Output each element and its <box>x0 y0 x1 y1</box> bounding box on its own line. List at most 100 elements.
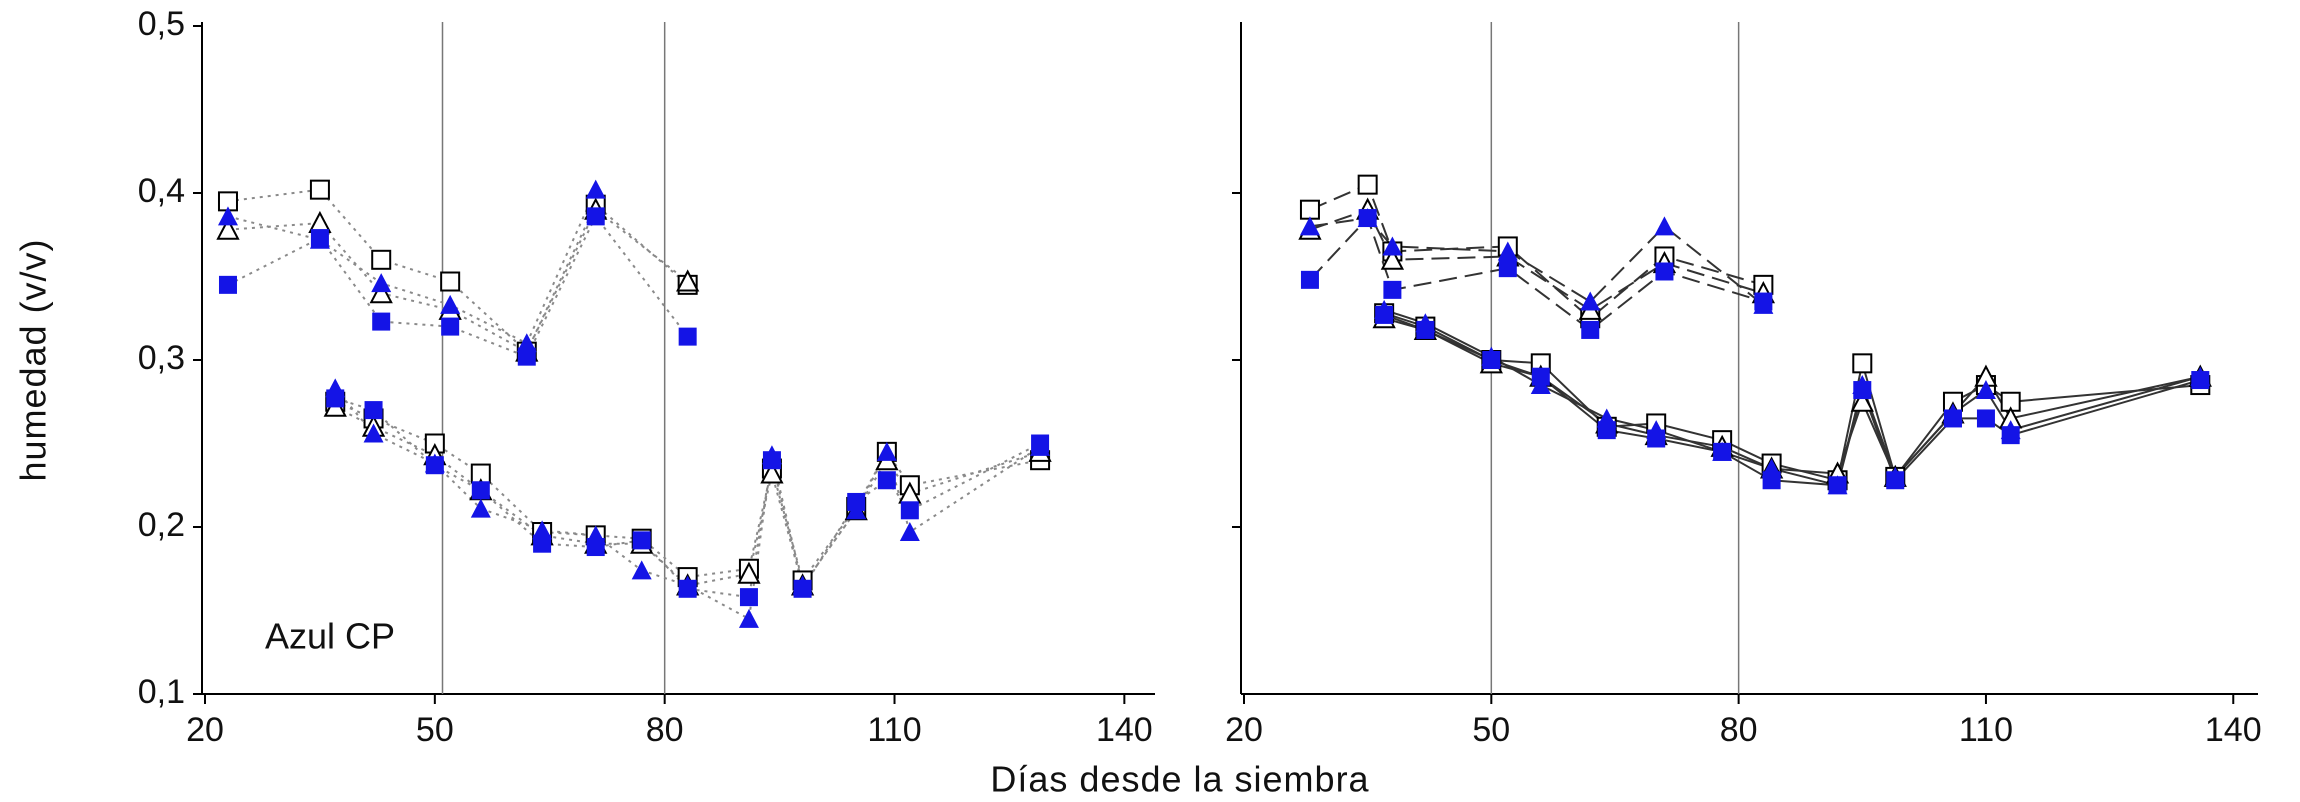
marker <box>1299 216 1320 236</box>
marker <box>1761 458 1782 478</box>
marker <box>1646 420 1667 440</box>
series-line <box>1383 317 2201 479</box>
marker <box>1357 208 1378 228</box>
marker <box>471 481 490 500</box>
marker <box>1383 280 1402 299</box>
marker <box>900 501 919 520</box>
series-line <box>334 405 1041 588</box>
series-line <box>334 400 1041 583</box>
marker <box>1581 320 1600 339</box>
marker <box>738 608 759 628</box>
y-axis-label: humedad (v/v) <box>13 238 54 481</box>
marker <box>1827 475 1848 495</box>
marker <box>1852 375 1873 395</box>
marker <box>761 445 782 465</box>
marker <box>739 588 758 607</box>
y-tick-label: 0,3 <box>138 339 185 377</box>
marker <box>737 561 761 584</box>
annotation: Azul CP <box>265 616 395 657</box>
marker <box>372 312 391 331</box>
marker <box>1300 270 1319 289</box>
marker <box>1380 247 1405 270</box>
marker <box>371 273 392 293</box>
marker <box>1357 174 1378 195</box>
x-tick-label: 20 <box>186 711 224 749</box>
marker <box>1712 441 1733 461</box>
marker <box>585 525 606 545</box>
marker <box>440 271 461 292</box>
marker <box>631 560 652 580</box>
series-line <box>1383 308 2201 487</box>
series-line <box>1383 313 2201 487</box>
series-line <box>1383 312 2201 482</box>
y-tick-label: 0,2 <box>138 506 185 544</box>
marker <box>1942 403 1963 423</box>
marker <box>678 327 697 346</box>
marker <box>676 269 700 292</box>
marker <box>586 207 605 226</box>
marker <box>440 294 461 314</box>
marker <box>363 423 384 443</box>
marker <box>217 206 238 226</box>
marker <box>1850 389 1874 412</box>
marker <box>2190 366 2211 386</box>
marker <box>1497 241 1518 261</box>
marker <box>677 575 698 595</box>
marker <box>2000 420 2021 440</box>
marker <box>760 461 784 484</box>
marker <box>876 441 897 461</box>
x-tick-label: 110 <box>867 711 921 749</box>
marker <box>1975 380 1996 400</box>
marker <box>216 217 240 240</box>
x-tick-label: 80 <box>1720 711 1758 749</box>
marker <box>516 333 537 353</box>
marker <box>371 249 392 270</box>
marker <box>369 281 393 304</box>
marker <box>1852 353 1873 374</box>
marker <box>792 575 813 595</box>
marker <box>1885 466 1906 486</box>
x-tick-label: 80 <box>646 711 684 749</box>
y-tick-label: 0,4 <box>138 172 185 210</box>
marker <box>1498 259 1517 278</box>
x-tick-label: 20 <box>1225 711 1263 749</box>
y-tick-label: 0,1 <box>138 673 185 711</box>
x-tick-label: 50 <box>416 711 454 749</box>
marker <box>1580 291 1601 311</box>
marker <box>1374 299 1395 319</box>
marker <box>441 317 460 336</box>
marker <box>532 520 553 540</box>
marker <box>1030 436 1051 456</box>
marker <box>1382 236 1403 256</box>
y-tick-label: 0,5 <box>138 5 185 43</box>
marker <box>1415 313 1436 333</box>
marker <box>1976 409 1995 428</box>
x-tick-label: 140 <box>2205 711 2262 749</box>
series-line <box>1309 208 1764 312</box>
x-tick-label: 140 <box>1096 711 1153 749</box>
marker <box>1655 262 1674 281</box>
x-tick-label: 50 <box>1472 711 1510 749</box>
marker <box>846 500 867 520</box>
marker <box>470 498 491 518</box>
x-tick-label: 110 <box>1959 711 2013 749</box>
marker <box>218 275 237 294</box>
marker <box>1299 199 1320 220</box>
marker <box>1481 346 1502 366</box>
marker <box>424 453 445 473</box>
marker <box>585 179 606 199</box>
marker <box>1596 408 1617 428</box>
series-line <box>227 189 597 345</box>
marker <box>1753 294 1774 314</box>
marker <box>899 522 920 542</box>
x-axis-label: Días desde la siembra <box>990 759 1369 800</box>
marker <box>632 531 651 550</box>
marker <box>1654 216 1675 236</box>
marker <box>325 378 346 398</box>
marker <box>309 229 330 249</box>
marker <box>1530 375 1551 395</box>
marker <box>877 471 896 490</box>
marker <box>309 179 330 200</box>
marker <box>364 401 383 420</box>
